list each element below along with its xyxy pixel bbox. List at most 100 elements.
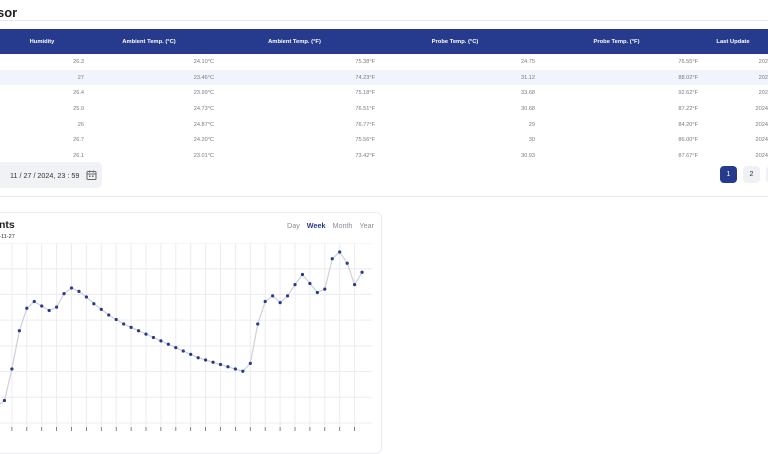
table-header-row: Humidity Ambient Temp. (°C) Ambient Temp… <box>0 29 768 54</box>
data-point <box>226 365 230 369</box>
data-point <box>285 294 290 298</box>
column-header-probe-temp-f[interactable]: Probe Temp. (°F) <box>535 29 698 54</box>
column-header-probe-temp-c[interactable]: Probe Temp. (°C) <box>375 29 535 54</box>
data-point <box>40 304 44 308</box>
probe-f-cell: 76.55°F <box>678 58 698 65</box>
humidity-cell: 26.1 <box>73 152 84 159</box>
ambient-c-cell: 23.01°C <box>193 152 214 159</box>
last-update-cell: 2024 <box>755 137 768 144</box>
data-point <box>211 360 215 364</box>
data-point <box>166 342 170 346</box>
data-point <box>144 332 148 336</box>
range-tab-month[interactable]: Month <box>332 221 353 230</box>
data-point <box>300 272 305 277</box>
data-point <box>159 339 163 343</box>
last-update-cell: 2024 <box>755 121 768 128</box>
data-point <box>151 335 156 340</box>
data-point <box>204 358 208 362</box>
ambient-c-cell: 23.46°C <box>84 69 214 86</box>
series-line <box>0 251 363 405</box>
ambient-c-cell: 23.99°C <box>193 90 214 97</box>
ambient-f-cell: 73.42°F <box>355 152 375 159</box>
probe-f-cell: 87.67°F <box>678 152 698 159</box>
data-point <box>233 367 237 371</box>
column-header-last-update[interactable]: Last Update <box>698 29 768 54</box>
data-point <box>315 290 319 295</box>
data-point <box>278 301 282 305</box>
page-button-2[interactable]: 2 <box>743 166 760 183</box>
data-point <box>2 398 7 403</box>
column-header-ambient-temp-f[interactable]: Ambient Temp. (°F) <box>214 29 375 54</box>
data-point <box>353 283 357 287</box>
data-point <box>241 369 245 373</box>
data-point <box>136 329 141 333</box>
date-time-value: 11 / 27 / 2024, 23 : 59 <box>10 171 80 180</box>
data-point <box>293 283 297 287</box>
data-point <box>47 308 51 313</box>
ambient-c-cell: 24.20°C <box>193 137 214 144</box>
data-point <box>218 362 223 367</box>
data-point <box>107 313 111 317</box>
range-tabs: Day Week Month Year <box>287 221 374 230</box>
data-point <box>62 292 66 296</box>
data-point <box>69 286 74 290</box>
table-row: 25.9 24.73°C 76.51°F 30.68 87.22°F 2024 <box>0 101 768 117</box>
pagination: 1 2 3 <box>720 166 768 183</box>
ambient-f-cell: 75.56°F <box>355 137 375 144</box>
table-row: 26.3 24.10°C 75.38°F 24.75 76.55°F 202 <box>0 54 768 70</box>
range-tab-year[interactable]: Year <box>359 221 374 230</box>
probe-c-cell: 29 <box>528 121 535 128</box>
last-update-cell: 202 <box>698 69 768 86</box>
data-point <box>323 287 327 291</box>
data-point <box>345 261 349 265</box>
data-point <box>181 349 185 353</box>
probe-c-cell: 30.93 <box>521 152 535 159</box>
chart-date: 4-11-27 <box>0 234 15 240</box>
range-tab-week[interactable]: Week <box>306 221 326 230</box>
date-time-input[interactable]: 11 / 27 / 2024, 23 : 59 <box>0 162 102 188</box>
probe-f-cell: 87.22°F <box>678 105 698 112</box>
data-point <box>17 329 21 333</box>
header-divider <box>0 20 768 21</box>
data-point <box>338 250 342 254</box>
data-point <box>308 281 312 286</box>
calendar-icon[interactable] <box>86 170 97 180</box>
ambient-c-cell: 24.10°C <box>193 58 214 65</box>
probe-c-cell: 30 <box>528 137 535 144</box>
column-header-humidity[interactable]: Humidity <box>0 29 84 54</box>
data-point <box>271 294 275 298</box>
table-row: 27 23.46°C 74.23°F 31.12 88.02°F 202 <box>0 69 768 86</box>
data-point <box>114 317 118 322</box>
probe-f-cell: 86.00°F <box>678 137 698 144</box>
humidity-cell: 25.9 <box>73 105 84 112</box>
data-point <box>256 322 260 326</box>
probe-c-cell: 24.75 <box>521 58 535 65</box>
data-point <box>330 257 334 261</box>
table-row: 26.1 23.01°C 73.42°F 30.93 87.67°F 2024 <box>0 148 768 164</box>
range-tab-day[interactable]: Day <box>287 221 300 230</box>
column-header-ambient-temp-c[interactable]: Ambient Temp. (°C) <box>84 29 214 54</box>
table-row: 26.7 24.20°C 75.56°F 30 86.00°F 2024 <box>0 132 768 148</box>
readings-table: Humidity Ambient Temp. (°C) Ambient Temp… <box>0 29 768 164</box>
data-point <box>129 325 133 329</box>
ambient-c-cell: 24.87°C <box>193 121 214 128</box>
data-point <box>77 289 81 293</box>
data-point <box>248 361 252 365</box>
data-point <box>174 346 178 350</box>
humidity-cell: 26.4 <box>73 90 84 97</box>
page-button-1[interactable]: 1 <box>720 166 737 183</box>
data-point <box>189 352 193 356</box>
ambient-f-cell: 76.77°F <box>355 121 375 128</box>
data-point <box>10 367 14 371</box>
last-update-cell: 2024 <box>755 105 768 112</box>
last-update-cell: 2024 <box>755 152 768 159</box>
humidity-cell: 27 <box>0 69 84 86</box>
data-point <box>122 322 126 326</box>
measurement-line-chart <box>0 243 372 431</box>
probe-f-cell: 92.62°F <box>678 90 698 97</box>
chart-title: nts <box>0 219 15 231</box>
ambient-f-cell: 75.38°F <box>355 58 375 65</box>
page-button-3[interactable]: 3 <box>766 166 768 183</box>
ambient-c-cell: 24.73°C <box>193 105 214 112</box>
data-point <box>84 295 88 299</box>
